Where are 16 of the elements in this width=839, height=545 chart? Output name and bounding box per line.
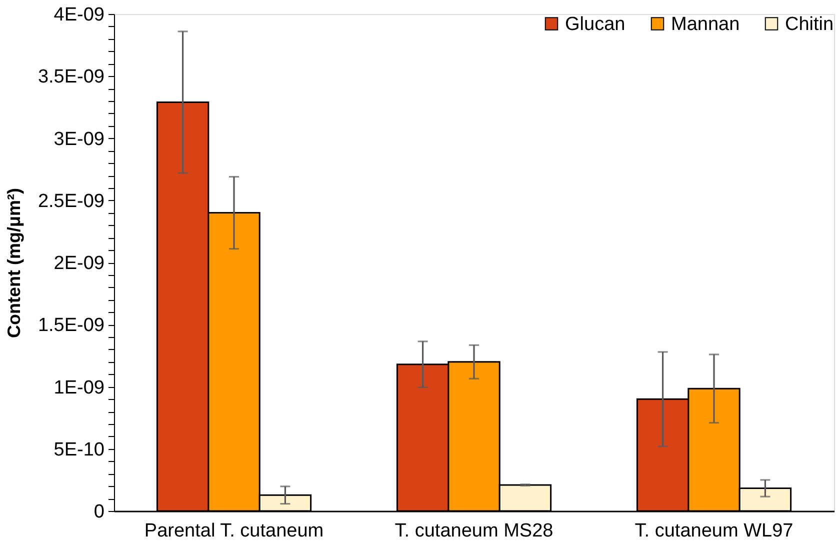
legend-label: Chitin xyxy=(785,14,834,35)
y-tick-label: 5E-10 xyxy=(54,439,104,460)
y-tick-label: 3.5E-09 xyxy=(38,66,104,88)
y-tick-label: 2.5E-09 xyxy=(38,190,104,212)
y-tick-label: 4E-09 xyxy=(54,4,104,26)
x-tick-label: Parental T. cutaneum xyxy=(144,520,324,542)
y-tick-label: 1E-09 xyxy=(54,377,104,398)
y-tick-label: 2E-09 xyxy=(54,253,104,274)
x-tick-label: T. cutaneum WL97 xyxy=(634,520,794,542)
legend-label: Glucan xyxy=(565,14,626,35)
y-axis-title: Content (mg/μm²) xyxy=(4,188,24,338)
y-tick-label: 3E-09 xyxy=(54,128,104,150)
legend-label: Mannan xyxy=(671,14,740,35)
y-tick-label: 1.5E-09 xyxy=(38,315,104,336)
x-tick-label: T. cutaneum MS28 xyxy=(394,520,554,542)
y-tick-label: 0 xyxy=(94,502,104,522)
